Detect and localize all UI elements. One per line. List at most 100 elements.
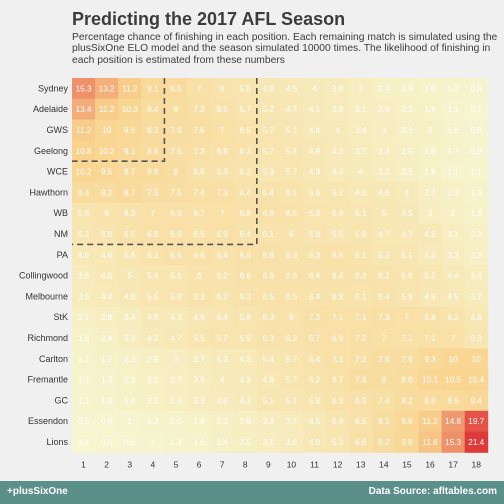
heatmap-cell	[141, 119, 165, 141]
cell-value-label: 1.3	[101, 376, 113, 385]
heatmap-cell	[395, 431, 419, 453]
heatmap-cell	[256, 161, 281, 183]
cell-value-label: 10.5	[445, 376, 461, 385]
heatmap-cell	[326, 348, 350, 370]
cell-value-label: 3.1	[355, 105, 367, 114]
cell-value-label: 4.6	[78, 251, 90, 260]
heatmap-cell	[72, 286, 96, 308]
heatmap-cell	[72, 182, 96, 204]
heatmap-cell	[464, 306, 489, 328]
heatmap-cell	[279, 202, 304, 224]
cell-value-label: 3.8	[332, 105, 344, 114]
heatmap-cell	[326, 390, 350, 412]
cell-value-label: 5.7	[240, 105, 252, 114]
cell-value-label: 5.3	[471, 334, 483, 343]
heatmap-cell	[372, 327, 396, 349]
heatmap-cell	[441, 265, 466, 287]
heatmap-cell	[210, 202, 235, 224]
column-label: 16	[425, 459, 435, 469]
heatmap-cell	[72, 119, 96, 141]
cell-value-label: 9.1	[124, 147, 136, 156]
cell-value-label: 3.7	[355, 147, 367, 156]
heatmap-cell	[372, 78, 396, 100]
cell-value-label: 6.2	[309, 376, 321, 385]
cell-value-label: 10	[449, 355, 459, 364]
cell-value-label: 0.6	[101, 438, 113, 447]
heatmap-cell	[118, 140, 142, 162]
cell-value-label: 1.3	[78, 355, 90, 364]
heatmap-cell	[372, 390, 396, 412]
cell-value-label: 1.3	[471, 188, 483, 197]
cell-value-label: 5.8	[309, 230, 321, 239]
heatmap-cell	[418, 390, 442, 412]
heatmap-cell	[141, 182, 165, 204]
heatmap-cell	[418, 119, 442, 141]
heatmap-cell	[141, 369, 165, 391]
cell-value-label: 3.6	[216, 396, 228, 405]
cell-value-label: 2.2	[147, 376, 159, 385]
heatmap-cell	[349, 369, 373, 391]
cell-value-label: 6.9	[216, 230, 228, 239]
cell-value-label: 2.3	[447, 188, 459, 197]
heatmap-cell	[141, 98, 165, 120]
cell-value-label: 6.3	[309, 251, 321, 260]
heatmap-cell	[395, 306, 419, 328]
cell-value-label: 1.8	[424, 105, 436, 114]
cell-value-label: 3.1	[447, 230, 459, 239]
heatmap-cell	[279, 431, 304, 453]
cell-value-label: 5.8	[401, 272, 413, 281]
heatmap-cell	[372, 140, 396, 162]
heatmap-cell	[372, 265, 396, 287]
cell-value-label: 6.9	[170, 251, 182, 260]
heatmap-cell	[303, 286, 327, 308]
cell-value-label: 4.2	[332, 147, 344, 156]
heatmap-cell	[326, 286, 350, 308]
cell-value-label: 5.3	[332, 438, 344, 447]
heatmap-cell	[349, 78, 373, 100]
cell-value-label: 4.1	[240, 396, 252, 405]
heatmap-cell	[349, 306, 373, 328]
cell-value-label: 4.6	[378, 188, 390, 197]
cell-value-label: 1.2	[447, 84, 459, 93]
cell-value-label: 6.6	[193, 251, 205, 260]
cell-value-label: 8.6	[424, 396, 436, 405]
cell-value-label: 5.8	[240, 84, 252, 93]
cell-value-label: 2.5	[401, 168, 413, 177]
cell-value-label: 5.1	[401, 251, 413, 260]
heatmap-cell	[395, 286, 419, 308]
cell-value-label: 4.7	[170, 334, 182, 343]
row-label: WCE	[47, 167, 68, 177]
cell-value-label: 1.3	[101, 396, 113, 405]
heatmap-cell	[349, 431, 373, 453]
row-label: GWS	[47, 125, 69, 135]
cell-value-label: 5.9	[355, 230, 367, 239]
cell-value-label: 4.8	[309, 438, 321, 447]
row-label: NM	[54, 229, 68, 239]
cell-value-label: 6.3	[240, 147, 252, 156]
heatmap-cell	[303, 119, 327, 141]
cell-value-label: 4.8	[263, 376, 275, 385]
cell-value-label: 4.4	[309, 126, 321, 135]
heatmap-cell	[233, 182, 258, 204]
cell-value-label: 3.1	[263, 438, 275, 447]
column-label: 17	[448, 459, 458, 469]
heatmap-cell	[279, 244, 304, 266]
cell-value-label: 3.2	[378, 147, 390, 156]
heatmap-cell	[279, 327, 304, 349]
heatmap-cell	[210, 306, 235, 328]
heatmap-cell	[187, 348, 211, 370]
heatmap-cell	[141, 202, 165, 224]
heatmap-cell	[118, 306, 142, 328]
cell-value-label: 4.9	[424, 292, 436, 301]
heatmap-cell	[256, 78, 281, 100]
cell-value-label: 4.4	[447, 272, 459, 281]
heatmap-cell	[418, 98, 442, 120]
heatmap-cell	[464, 348, 489, 370]
cell-value-label: 4	[220, 376, 225, 385]
cell-value-label: 2.2	[147, 396, 159, 405]
cell-value-label: 7	[197, 84, 202, 93]
heatmap-cell	[372, 223, 396, 245]
column-label: 11	[310, 459, 319, 469]
cell-value-label: 3.7	[286, 417, 298, 426]
heatmap-cell	[210, 140, 235, 162]
